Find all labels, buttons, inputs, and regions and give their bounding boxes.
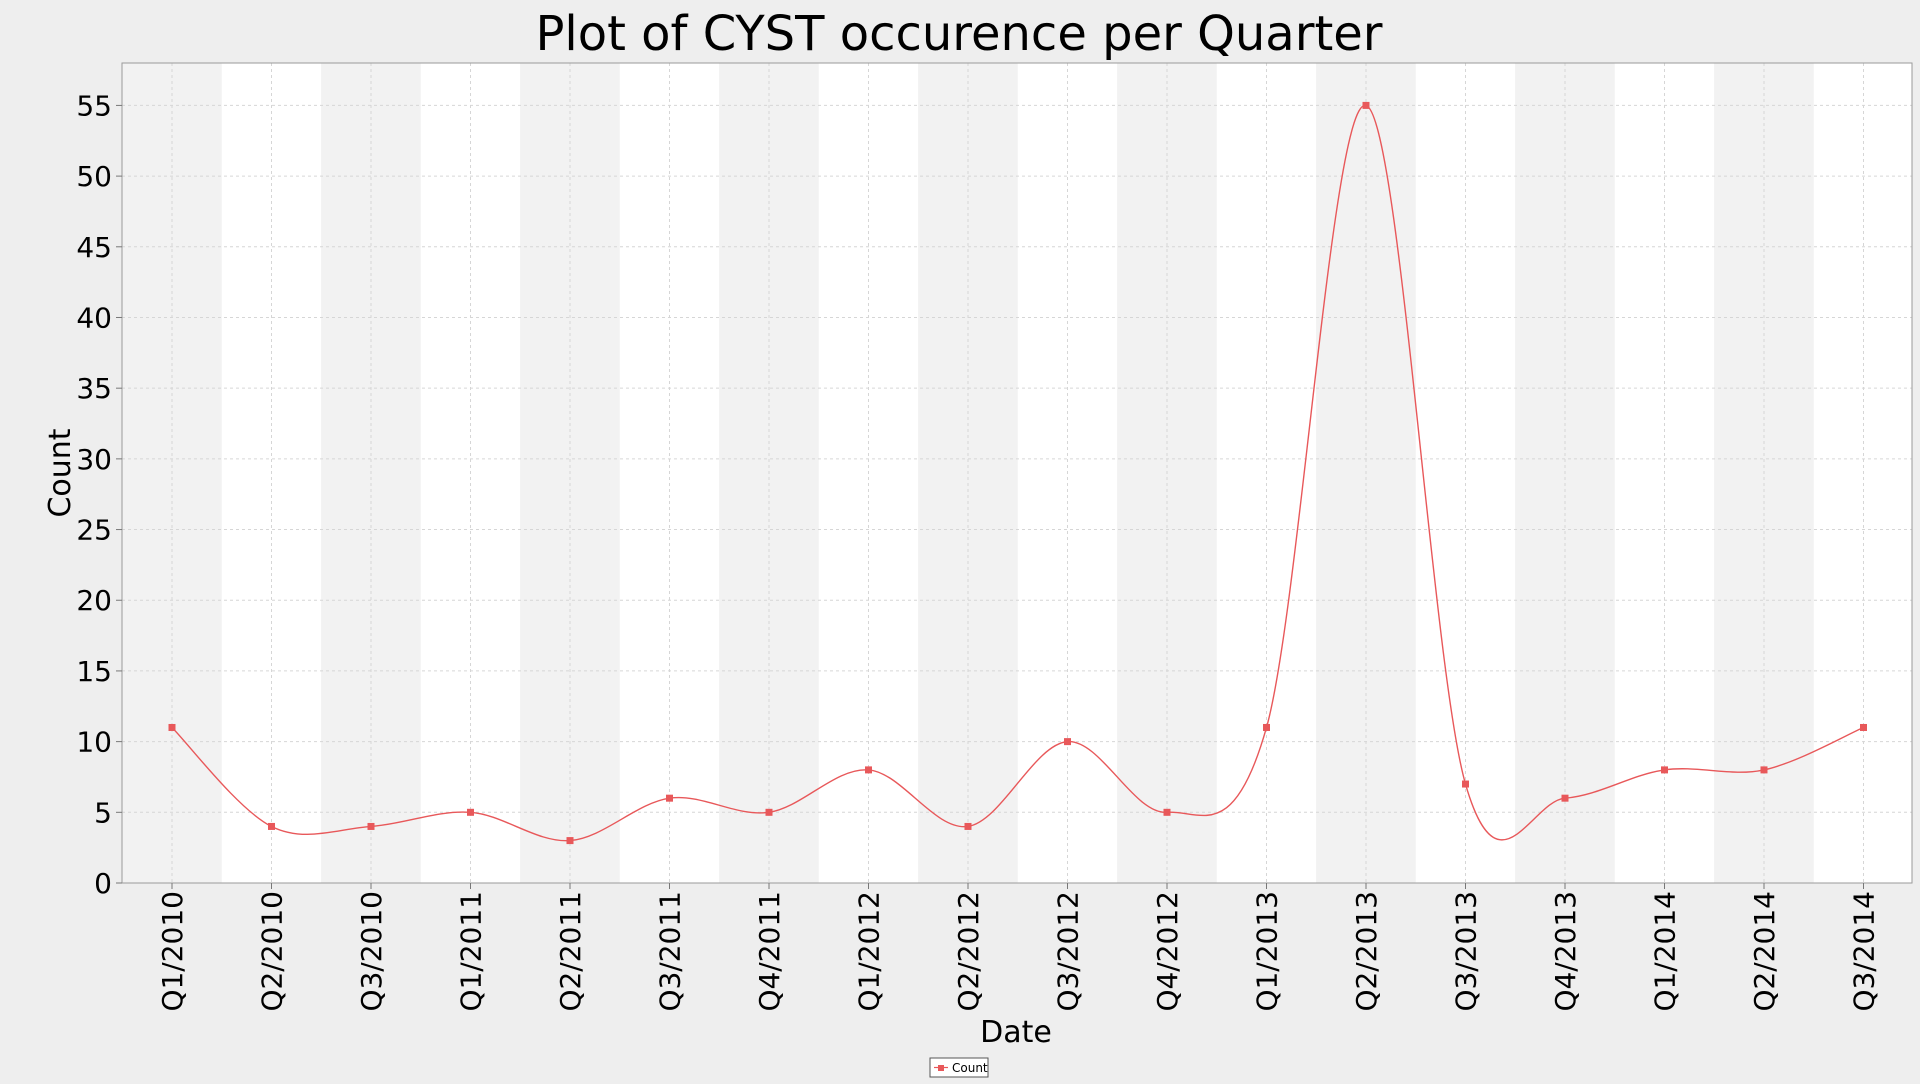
x-tick-label: Q2/2011 [554, 891, 587, 1012]
data-point [1064, 738, 1071, 746]
y-tick-label: 40 [76, 301, 112, 334]
y-tick-label: 55 [76, 89, 112, 122]
data-point [1561, 794, 1569, 802]
y-tick-label: 25 [76, 514, 112, 547]
x-tick-label: Q4/2013 [1549, 891, 1582, 1012]
x-tick-label: Q4/2011 [753, 891, 786, 1012]
data-point [1860, 723, 1867, 731]
data-point [1760, 766, 1768, 774]
data-point [964, 822, 972, 830]
x-tick-label: Q3/2014 [1848, 891, 1881, 1012]
legend-box [929, 1057, 989, 1078]
y-tick-label: 20 [76, 584, 112, 617]
x-tick-label: Q3/2012 [1052, 891, 1085, 1012]
legend-marker-swatch [938, 1065, 944, 1071]
x-tick-label: Q2/2012 [952, 891, 985, 1012]
x-axis-label: Date [980, 1015, 1052, 1050]
plot-border [121, 62, 1913, 884]
data-point [1661, 766, 1668, 774]
y-tick-label: 5 [94, 796, 112, 829]
legend: Count [929, 1057, 989, 1078]
chart-title: Plot of CYST occurence per Quarter [535, 6, 1382, 62]
data-point [765, 808, 773, 816]
data-point [865, 766, 872, 774]
data-point [566, 837, 574, 845]
x-tick-label: Q3/2010 [355, 891, 388, 1012]
data-point [268, 822, 275, 830]
data-point [1163, 808, 1171, 816]
series-line-count [171, 104, 1864, 842]
data-point [168, 723, 176, 731]
x-tick-label: Q1/2014 [1649, 891, 1682, 1012]
data-point [1263, 723, 1270, 731]
y-tick-label: 45 [76, 231, 112, 264]
x-tick-label: Q2/2013 [1350, 891, 1383, 1012]
data-point [467, 808, 474, 816]
plot-area: 0 5 10 15 20 25 30 35 40 45 50 55 Q1/2010 Q2/2010 Q3/2… [76, 62, 1913, 1012]
x-tick-label: Q1/2010 [156, 891, 189, 1012]
y-tick-label: 10 [76, 726, 112, 759]
x-tick-label: Q4/2012 [1151, 891, 1184, 1012]
x-tick-label: Q3/2011 [654, 891, 687, 1012]
data-point [666, 794, 673, 802]
y-tick-label: 50 [76, 160, 112, 193]
x-tick-label: Q2/2014 [1748, 891, 1781, 1012]
x-tick-label: Q3/2013 [1450, 891, 1483, 1012]
y-axis-label: Count [43, 428, 78, 517]
x-tick-label: Q2/2010 [256, 891, 289, 1012]
legend-label: Count [952, 1061, 988, 1075]
y-tick-label: 15 [76, 655, 112, 688]
data-point [1462, 780, 1469, 788]
y-tick-label: 35 [76, 372, 112, 405]
data-point [1362, 101, 1370, 109]
data-point [367, 822, 375, 830]
x-tick-label: Q1/2012 [853, 891, 886, 1012]
x-tick-label: Q1/2013 [1251, 891, 1284, 1012]
y-tick-label: 0 [94, 867, 112, 900]
y-tick-label: 30 [76, 443, 112, 476]
background-band [1813, 63, 1912, 883]
x-tick-label: Q1/2011 [455, 891, 488, 1012]
